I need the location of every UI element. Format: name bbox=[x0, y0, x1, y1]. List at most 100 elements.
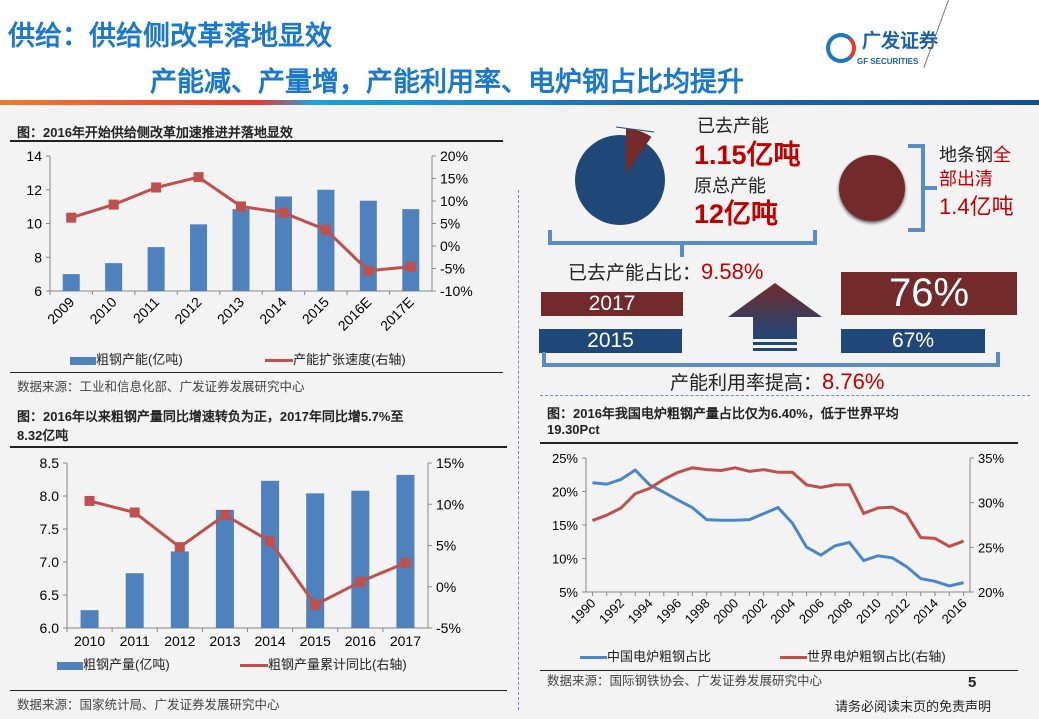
line-marker bbox=[363, 265, 374, 276]
logo-text-en: GF SECURITIES bbox=[857, 57, 919, 66]
bracket-ditiao bbox=[908, 144, 925, 232]
ditiao-label: 地条钢全 bbox=[939, 145, 1011, 166]
x-tick-label: 2010 bbox=[74, 633, 105, 649]
right-tick-label: 5% bbox=[440, 216, 460, 232]
legend-label: 粗钢产量(亿吨) bbox=[83, 657, 170, 672]
year-2015-bar: 2015 bbox=[539, 329, 682, 353]
slide-subtitle: 产能减、产量增，产能利用率、电炉钢占比均提升 bbox=[150, 67, 744, 97]
x-tick-label: 2009 bbox=[44, 294, 77, 327]
line-marker bbox=[84, 495, 95, 506]
x-tick-label: 2011 bbox=[130, 294, 163, 327]
divider bbox=[10, 690, 507, 691]
right-tick-label: 5% bbox=[436, 538, 456, 554]
line-marker bbox=[66, 212, 77, 223]
chart1-legend-line: 产能扩张速度(右轴) bbox=[265, 352, 406, 367]
chart3-legend-china: 中国电炉粗钢占比 bbox=[580, 649, 711, 664]
x-tick-label: 2016 bbox=[345, 633, 376, 649]
right-tick-label: 20% bbox=[978, 585, 1004, 600]
left-tick-label: 12 bbox=[26, 182, 42, 198]
chart3-source: 数据来源：国际钢铁协会、广发证券发展研究中心 bbox=[547, 674, 823, 688]
chart2-title-line2: 8.32亿吨 bbox=[17, 428, 69, 443]
total-capacity-value: 12亿吨 bbox=[694, 199, 779, 229]
x-tick-label: 2015 bbox=[299, 294, 332, 327]
logo-text-cn: 广发证券 bbox=[862, 31, 939, 52]
line-marker bbox=[174, 542, 185, 553]
up-arrow-icon bbox=[728, 283, 822, 351]
left-tick-label: 5% bbox=[559, 585, 578, 600]
right-tick-label: 30% bbox=[978, 496, 1004, 511]
bar bbox=[351, 490, 370, 628]
right-tick-label: -10% bbox=[440, 283, 473, 299]
chart2-output: 6.0 6.5 7.0 7.5 8.0 8.5 -5% 0% 5% 10% 15% 2010 2011 2… bbox=[40, 455, 465, 649]
bracket-stem bbox=[925, 186, 937, 190]
x-tick-label: 1992 bbox=[596, 596, 627, 627]
left-tick-label: 25% bbox=[552, 451, 578, 466]
x-tick-label: 2017E bbox=[377, 294, 417, 334]
chart2-source: 数据来源：国家统计局、广发证券发展研究中心 bbox=[17, 698, 280, 712]
x-tick-label: 2002 bbox=[739, 596, 770, 627]
bar bbox=[232, 209, 250, 291]
divider bbox=[540, 670, 1018, 671]
slide-title: 供给：供给侧改革落地显效 bbox=[8, 21, 332, 51]
left-tick-label: 7.0 bbox=[40, 554, 60, 570]
right-tick-label: 35% bbox=[978, 451, 1004, 466]
right-tick-label: -5% bbox=[440, 261, 465, 277]
util-2017-bar: 76% bbox=[841, 272, 1017, 315]
line-marker bbox=[108, 199, 119, 210]
removed-capacity-value: 1.15亿吨 bbox=[694, 140, 801, 170]
right-tick-label: 10% bbox=[440, 193, 468, 209]
left-tick-label: 8.5 bbox=[40, 455, 60, 471]
share-label-text: 已去产能占比： bbox=[568, 263, 702, 284]
left-tick-label: 8.0 bbox=[40, 488, 60, 504]
x-tick-label: 1996 bbox=[653, 596, 684, 627]
left-tick-label: 6.5 bbox=[40, 587, 60, 603]
x-tick-label: 1990 bbox=[567, 596, 598, 627]
line-marker bbox=[265, 536, 276, 547]
x-tick-label: 2014 bbox=[256, 294, 289, 327]
x-tick-label: 2004 bbox=[767, 596, 798, 627]
left-tick-label: 6.0 bbox=[40, 620, 60, 636]
series-line bbox=[89, 499, 407, 607]
left-tick-label: 8 bbox=[34, 249, 42, 265]
bar bbox=[80, 610, 99, 628]
share-label: 已去产能占比：9.58% bbox=[568, 259, 763, 287]
chart1-source: 数据来源：工业和信息化部、广发证券发展研究中心 bbox=[17, 380, 305, 394]
bar bbox=[261, 480, 280, 628]
legend-swatch bbox=[57, 661, 83, 670]
right-tick-label: -5% bbox=[436, 620, 461, 636]
column-divider bbox=[518, 190, 519, 710]
x-tick-label: 2010 bbox=[86, 294, 119, 327]
divider bbox=[540, 442, 1018, 444]
share-value: 9.58% bbox=[701, 259, 764, 284]
removed-capacity-label: 已去产能 bbox=[697, 116, 769, 136]
bar bbox=[396, 474, 415, 628]
x-tick-label: 2016 bbox=[939, 596, 970, 627]
disclaimer: 请务必阅读末页的免责声明 bbox=[835, 699, 992, 714]
left-tick-label: 15% bbox=[552, 518, 578, 533]
line-marker bbox=[355, 576, 366, 587]
x-tick-label: 2006 bbox=[796, 596, 827, 627]
x-tick-label: 2014 bbox=[254, 633, 285, 649]
bar bbox=[215, 509, 234, 628]
ditiao-label-c: 部出清 bbox=[939, 169, 993, 189]
capacity-pie-chart bbox=[575, 126, 665, 225]
x-tick-label: 2012 bbox=[171, 294, 204, 327]
divider bbox=[10, 372, 503, 373]
divider bbox=[10, 140, 503, 142]
right-tick-label: 20% bbox=[440, 148, 468, 164]
chart2-legend-line: 粗钢产量累计同比(右轴) bbox=[240, 657, 407, 672]
line-marker bbox=[400, 557, 411, 568]
right-tick-label: 15% bbox=[440, 171, 468, 187]
left-tick-label: 10 bbox=[26, 216, 42, 232]
line-marker bbox=[278, 207, 289, 218]
right-tick-label: 15% bbox=[436, 455, 464, 471]
bar bbox=[125, 573, 144, 628]
legend-label: 产能扩张速度(右轴) bbox=[293, 352, 406, 367]
right-tick-label: 25% bbox=[978, 540, 1004, 555]
pie-leader-line bbox=[615, 126, 655, 133]
bar bbox=[317, 189, 335, 291]
x-tick-label: 2016E bbox=[335, 294, 375, 334]
x-tick-label: 1998 bbox=[682, 596, 713, 627]
bar bbox=[359, 200, 377, 291]
bracket-pie bbox=[548, 230, 817, 245]
